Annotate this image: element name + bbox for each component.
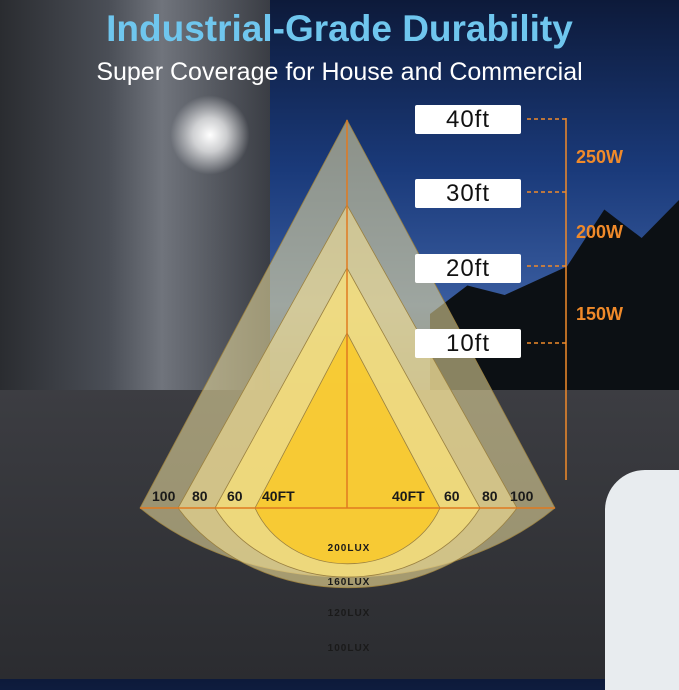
ground-label: 100	[152, 488, 176, 504]
wattage-200w: 200W	[576, 222, 624, 242]
lux-label: 100LUX	[328, 643, 371, 654]
lux-label: 120LUX	[328, 608, 371, 619]
flood-light-glow	[170, 95, 250, 175]
height-label-40ft: 40ft	[415, 105, 521, 134]
ground-label: 60	[227, 488, 243, 504]
wattage-250w: 250W	[576, 147, 624, 167]
page-title: Industrial-Grade Durability	[106, 8, 573, 49]
height-label-10ft: 10ft	[415, 329, 521, 358]
height-label-20ft: 20ft	[415, 254, 521, 283]
page-subtitle: Super Coverage for House and Commercial	[96, 58, 583, 86]
ground-label: 60	[444, 488, 460, 504]
ground-label: 80	[482, 488, 498, 504]
car-background	[605, 470, 679, 690]
lux-label: 200LUX	[328, 543, 371, 554]
lux-label: 160LUX	[328, 577, 371, 588]
wattage-150w: 150W	[576, 304, 624, 324]
ground-label: 100	[510, 488, 534, 504]
ground-label: 80	[192, 488, 208, 504]
ground-label: 40FT	[262, 488, 295, 504]
height-label-30ft: 30ft	[415, 179, 521, 208]
ground-label: 40FT	[392, 488, 425, 504]
